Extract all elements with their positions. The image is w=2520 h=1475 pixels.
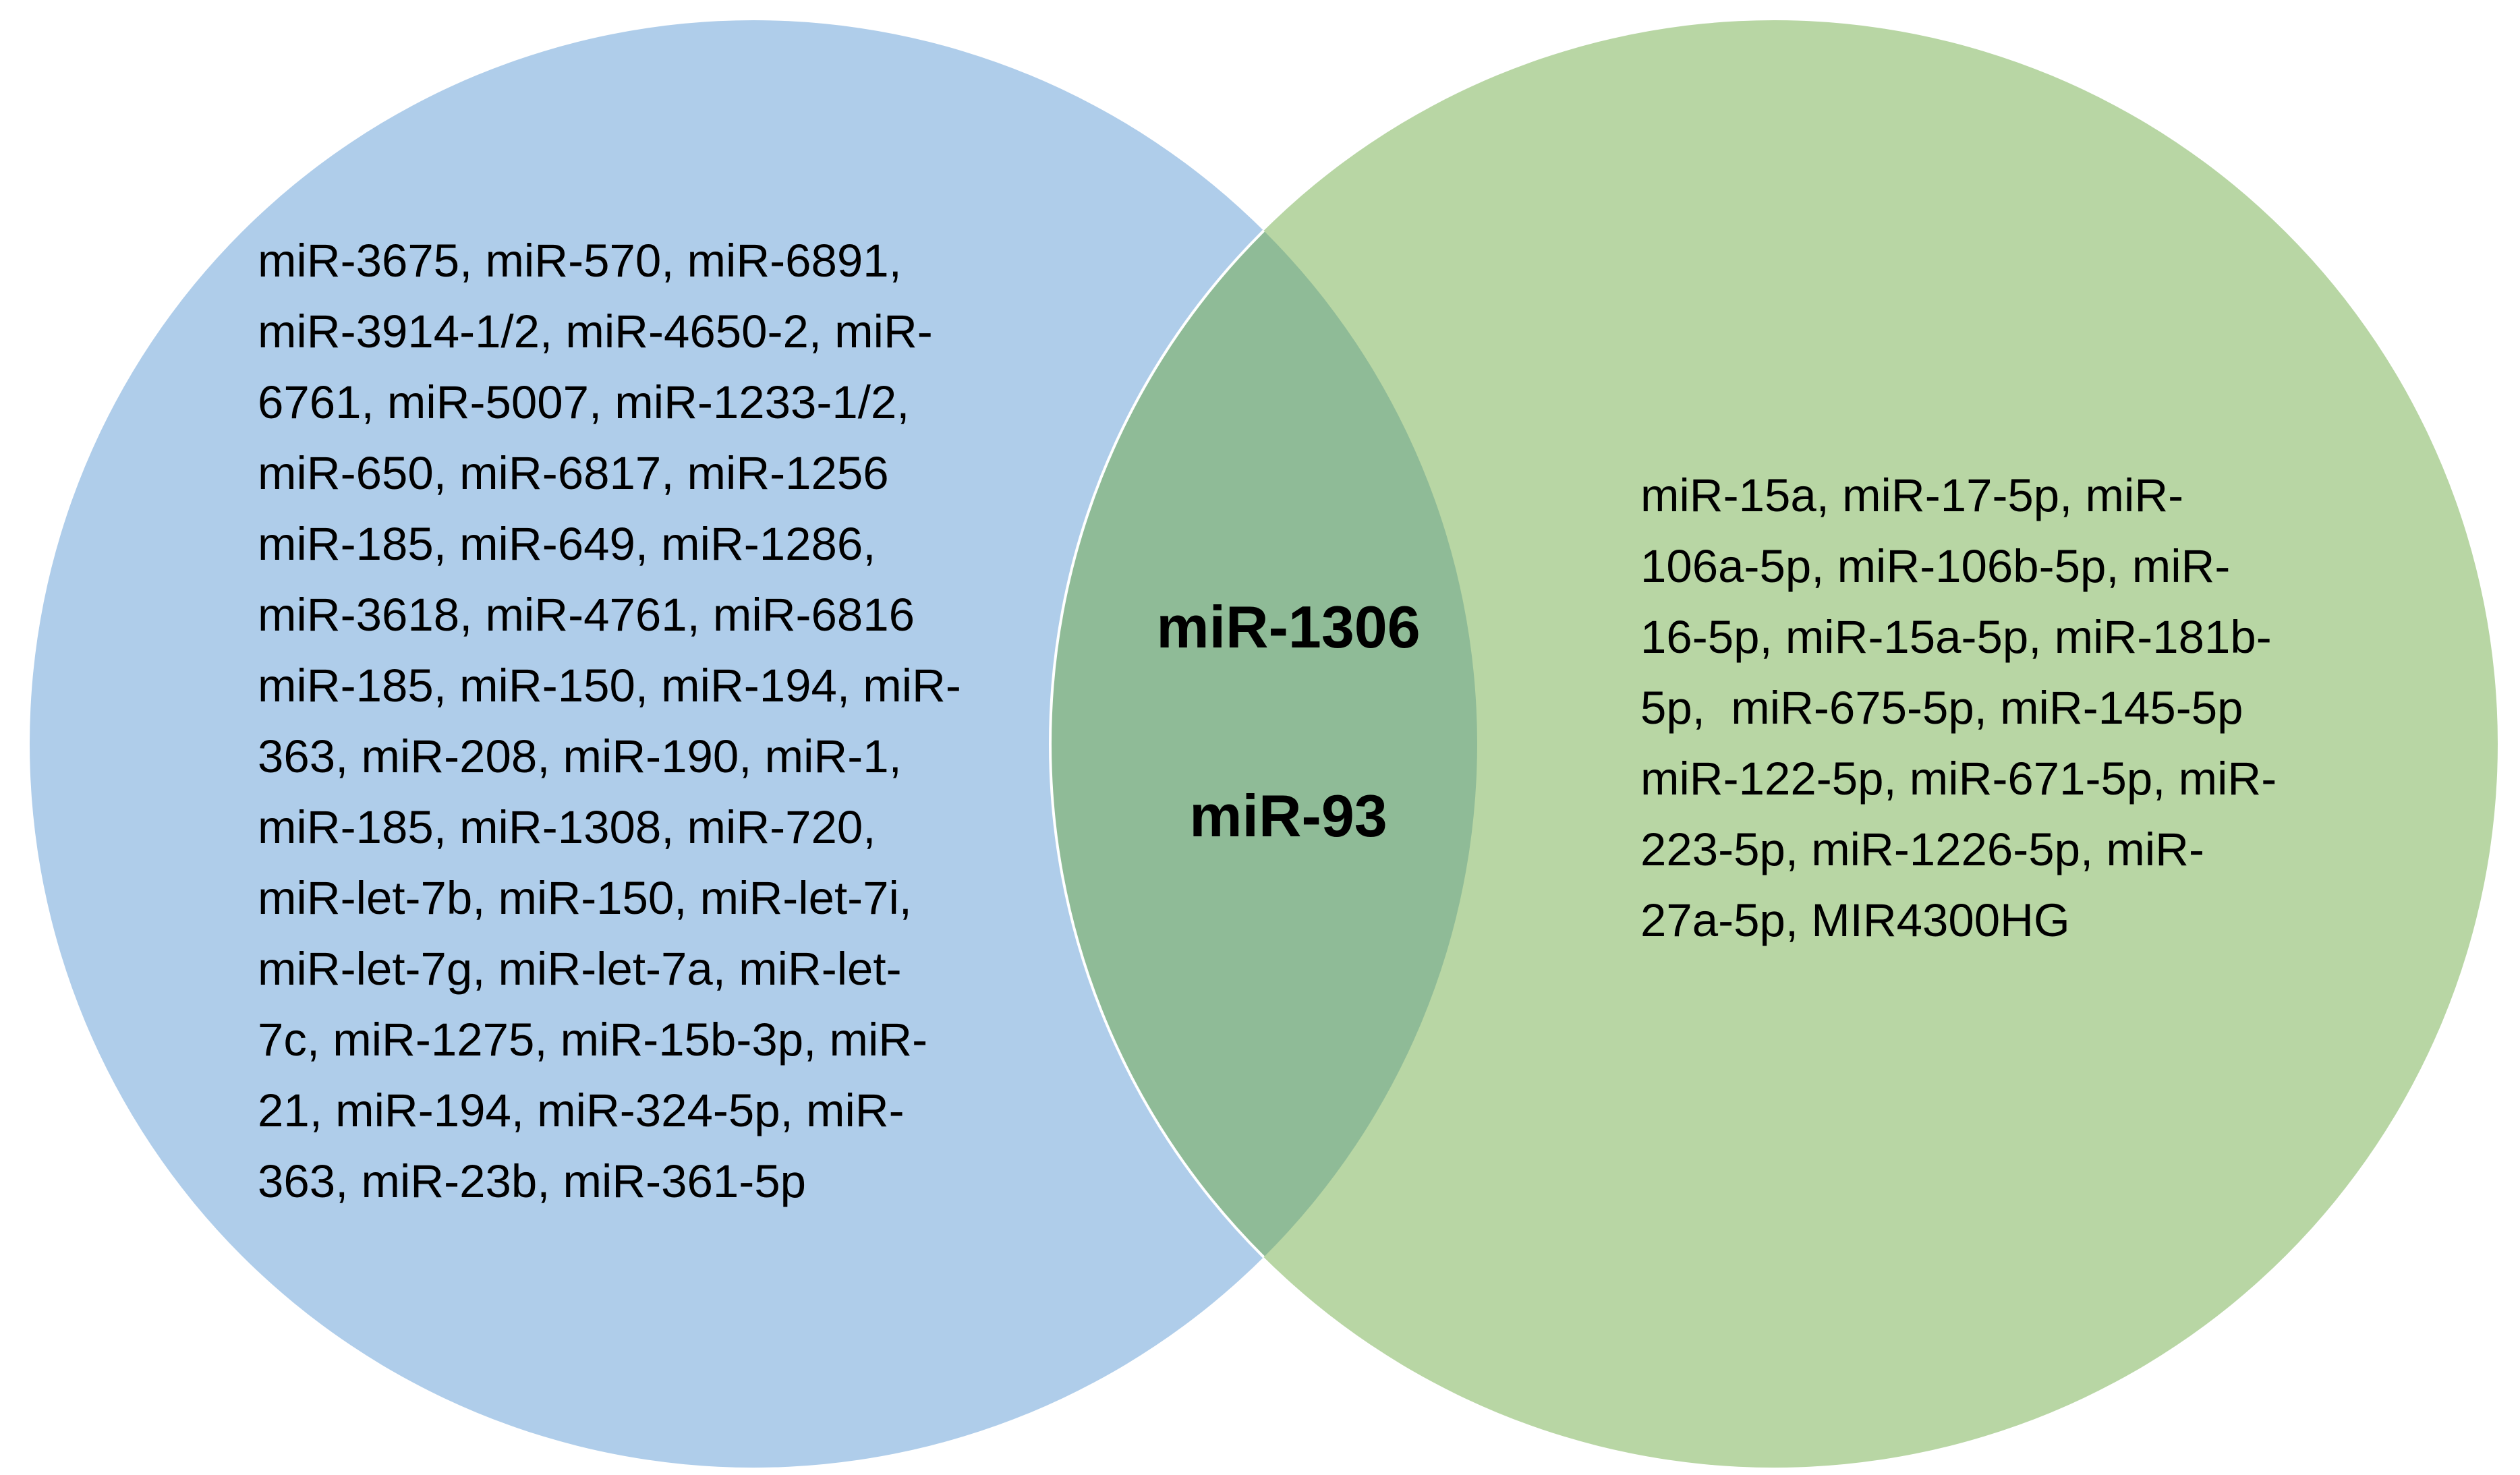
left-set-line: miR-3914-1/2, miR-4650-2, miR- <box>258 306 933 357</box>
left-set-line: 363, miR-23b, miR-361-5p <box>258 1155 806 1207</box>
overlap-item: miR-93 <box>1189 782 1387 849</box>
right-set-circle <box>1050 20 2498 1468</box>
left-set-line: 21, miR-194, miR-324-5p, miR- <box>258 1084 905 1136</box>
right-set-list: miR-15a, miR-17-5p, miR- 106a-5p, miR-10… <box>1640 469 2276 946</box>
left-set-line: miR-650, miR-6817, miR-1256 <box>258 447 889 499</box>
left-set-line: miR-185, miR-649, miR-1286, <box>258 518 876 570</box>
overlap-list: miR-1306 miR-93 <box>1156 594 1420 849</box>
right-set-line: 5p, miR-675-5p, miR-145-5p <box>1640 682 2243 734</box>
right-set-line: 27a-5p, MIR4300HG <box>1640 894 2070 946</box>
left-set-line: miR-let-7b, miR-150, miR-let-7i, <box>258 872 912 924</box>
left-set-line: 7c, miR-1275, miR-15b-3p, miR- <box>258 1014 927 1066</box>
right-set-line: 16-5p, miR-15a-5p, miR-181b- <box>1640 611 2272 663</box>
right-set-line: 223-5p, miR-1226-5p, miR- <box>1640 823 2204 875</box>
left-set-line: miR-185, miR-1308, miR-720, <box>258 801 876 853</box>
left-set-line: miR-3675, miR-570, miR-6891, <box>258 235 902 287</box>
left-set-line: miR-185, miR-150, miR-194, miR- <box>258 660 961 712</box>
left-set-line: miR-3618, miR-4761, miR-6816 <box>258 589 915 641</box>
right-set-line: miR-15a, miR-17-5p, miR- <box>1640 469 2183 521</box>
left-set-line: 363, miR-208, miR-190, miR-1, <box>258 730 902 782</box>
overlap-item: miR-1306 <box>1156 594 1420 660</box>
left-set-line: miR-let-7g, miR-let-7a, miR-let- <box>258 943 902 995</box>
left-set-circle <box>30 20 1477 1468</box>
right-set-outline <box>1049 20 1477 1468</box>
right-set-line: 106a-5p, miR-106b-5p, miR- <box>1640 540 2230 592</box>
left-set-list: miR-3675, miR-570, miR-6891, miR-3914-1/… <box>258 235 961 1207</box>
left-set-line: 6761, miR-5007, miR-1233-1/2, <box>258 376 909 428</box>
right-set-line: miR-122-5p, miR-671-5p, miR- <box>1640 753 2276 805</box>
